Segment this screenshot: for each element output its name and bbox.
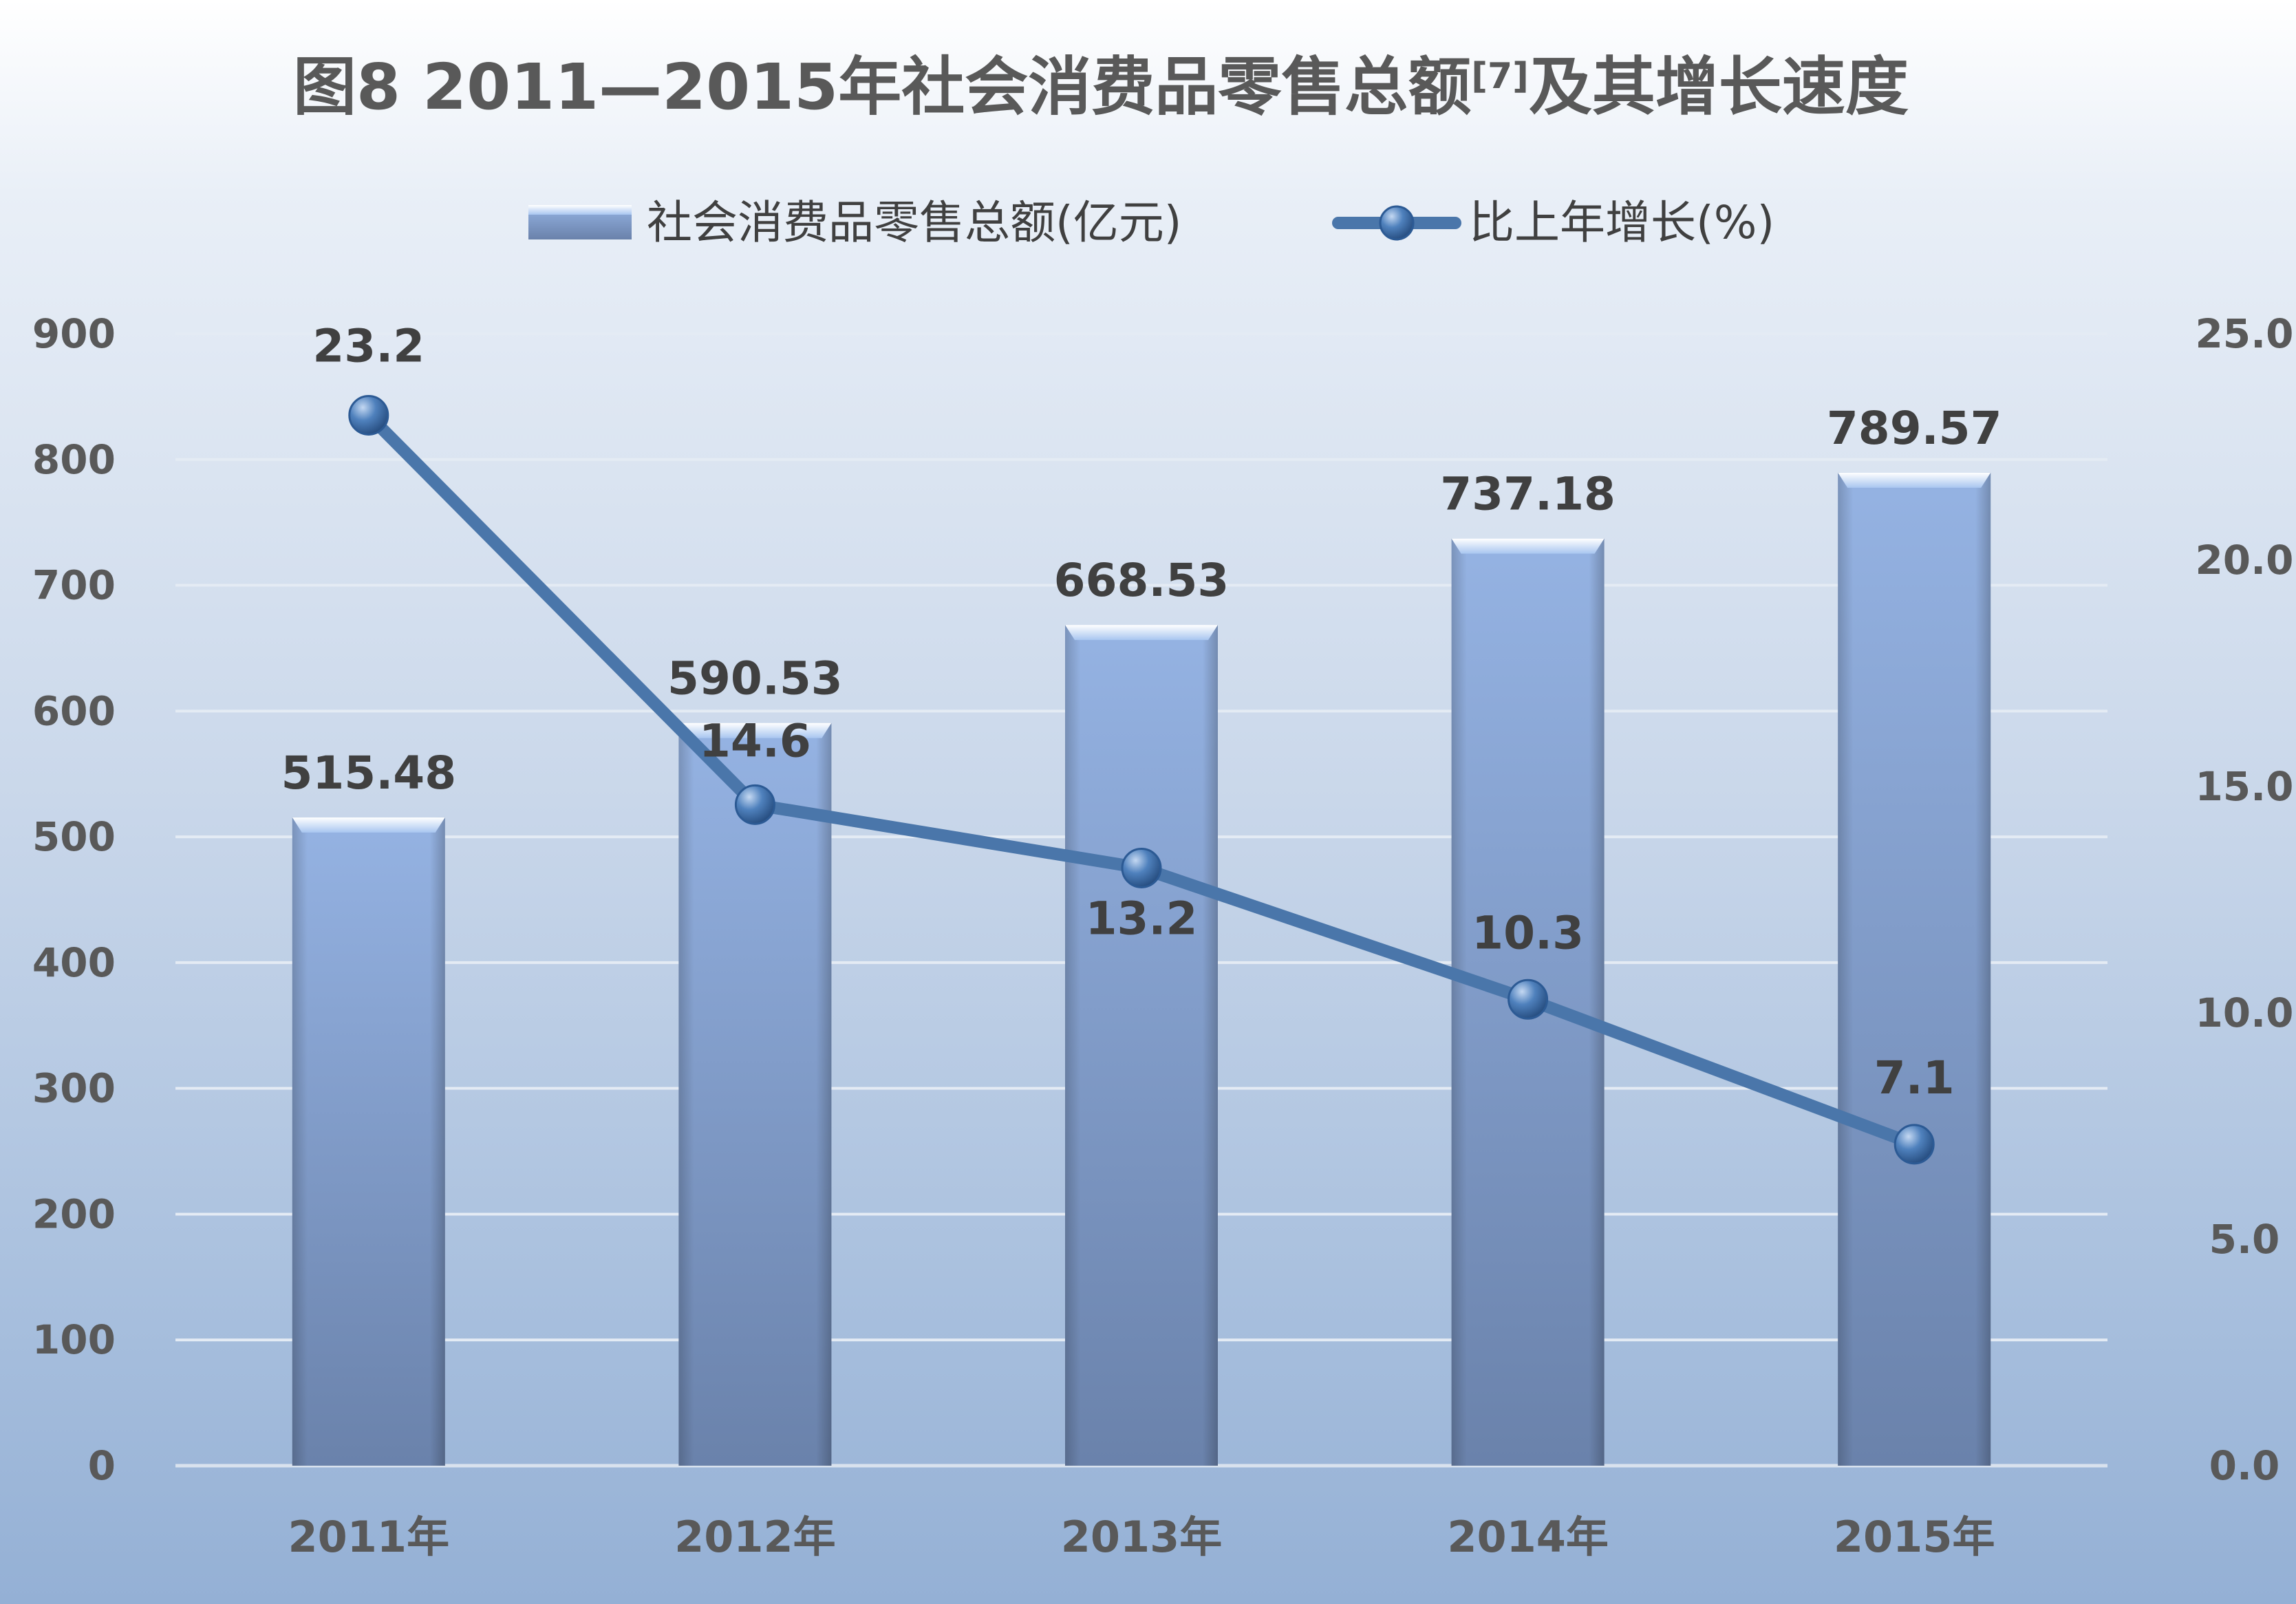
left-axis-tick-label: 200 xyxy=(32,1190,116,1237)
bar-value-label: 590.53 xyxy=(667,652,843,705)
line-series xyxy=(348,394,1935,1165)
chart-title: 图8 2011—2015年社会消费品零售总额[7]及其增长速度 xyxy=(293,50,1909,124)
bar xyxy=(292,817,445,1466)
bar xyxy=(1838,472,1991,1466)
legend-item-bar: 社会消费品零售总额(亿元) xyxy=(528,196,1182,249)
right-axis-tick-label: 0.0 xyxy=(2209,1442,2280,1489)
bar-value-label: 789.57 xyxy=(1827,402,2002,455)
left-axis-tick-label: 600 xyxy=(32,687,116,734)
line-point xyxy=(1121,847,1162,888)
title-main: 图8 2011—2015年社会消费品零售总额 xyxy=(293,50,1471,124)
bar-bevel-top xyxy=(292,817,445,833)
line-value-label: 14.6 xyxy=(699,714,811,767)
title-suffix: 及其增长速度 xyxy=(1529,50,1909,124)
bar-value-label: 737.18 xyxy=(1440,468,1616,521)
left-axis-tick-label: 500 xyxy=(32,813,116,860)
line-point xyxy=(348,394,389,436)
line-point xyxy=(1893,1124,1935,1165)
bar-bevel-top xyxy=(678,723,832,738)
bar xyxy=(678,723,832,1466)
right-axis-tick-label: 5.0 xyxy=(2209,1216,2280,1263)
bar-bevel-top xyxy=(1065,625,1218,641)
bar xyxy=(1065,625,1218,1466)
legend: 社会消费品零售总额(亿元) 比上年增长(%) xyxy=(528,196,1774,249)
svg-text:图8 2011—2015年社会消费品零售总额[7]及其增: 图8 2011—2015年社会消费品零售总额[7]及其增长速度 xyxy=(293,50,1909,124)
x-axis-category-label: 2014年 xyxy=(1447,1512,1609,1562)
line-point xyxy=(734,784,775,825)
legend-line-marker xyxy=(1379,205,1415,241)
left-axis-tick-label: 0 xyxy=(88,1442,116,1489)
bar-bevel-top xyxy=(1838,472,1991,488)
left-axis-tick-label: 800 xyxy=(32,436,116,483)
left-axis-tick-label: 300 xyxy=(32,1065,116,1112)
line-value-label: 10.3 xyxy=(1472,906,1584,959)
legend-item-line: 比上年增长(%) xyxy=(1332,196,1774,249)
x-axis-category-label: 2013年 xyxy=(1061,1512,1223,1562)
x-axis-categories: 2011年 2012年 2013年 2014年 2015年 xyxy=(288,1512,1995,1562)
left-axis-tick-label: 900 xyxy=(32,310,116,357)
bar-shading xyxy=(1838,472,1991,1466)
right-axis-tick-label: 25.0 xyxy=(2195,310,2293,357)
right-axis-tick-label: 10.0 xyxy=(2195,990,2293,1036)
line-value-label: 13.2 xyxy=(1086,892,1198,945)
legend-bar-label: 社会消费品零售总额(亿元) xyxy=(647,196,1182,249)
legend-line-label: 比上年增长(%) xyxy=(1469,196,1774,249)
legend-bar-swatch-cap xyxy=(528,205,632,215)
right-axis-tick-label: 15.0 xyxy=(2195,763,2293,810)
x-axis-category-label: 2015年 xyxy=(1834,1512,1995,1562)
bar-bevel-top xyxy=(1451,538,1605,554)
x-axis-category-label: 2012年 xyxy=(674,1512,836,1562)
left-axis-tick-label: 100 xyxy=(32,1316,116,1363)
bar-shading xyxy=(292,817,445,1466)
bar-value-label: 515.48 xyxy=(281,747,456,800)
bar-shading xyxy=(1065,625,1218,1466)
x-axis-category-label: 2011年 xyxy=(288,1512,450,1562)
line-value-label: 23.2 xyxy=(312,319,425,372)
title-footnote-marker: [7] xyxy=(1471,56,1529,97)
left-axis-tick-label: 400 xyxy=(32,939,116,986)
bar-series xyxy=(292,472,1991,1466)
left-y-axis: 0 100 200 300 400 500 600 700 800 900 xyxy=(32,310,116,1489)
bar-shading xyxy=(678,723,832,1466)
line-point xyxy=(1508,979,1549,1020)
bar-value-label: 668.53 xyxy=(1054,554,1230,607)
left-axis-tick-label: 700 xyxy=(32,562,116,609)
right-axis-tick-label: 20.0 xyxy=(2195,537,2293,584)
line-value-label: 7.1 xyxy=(1874,1051,1955,1104)
right-y-axis: 0.0 5.0 10.0 15.0 20.0 25.0 xyxy=(2195,310,2293,1489)
data-labels: 515.48 590.53 668.53 737.18 789.57 23.2 14.6 13… xyxy=(281,319,2002,1104)
